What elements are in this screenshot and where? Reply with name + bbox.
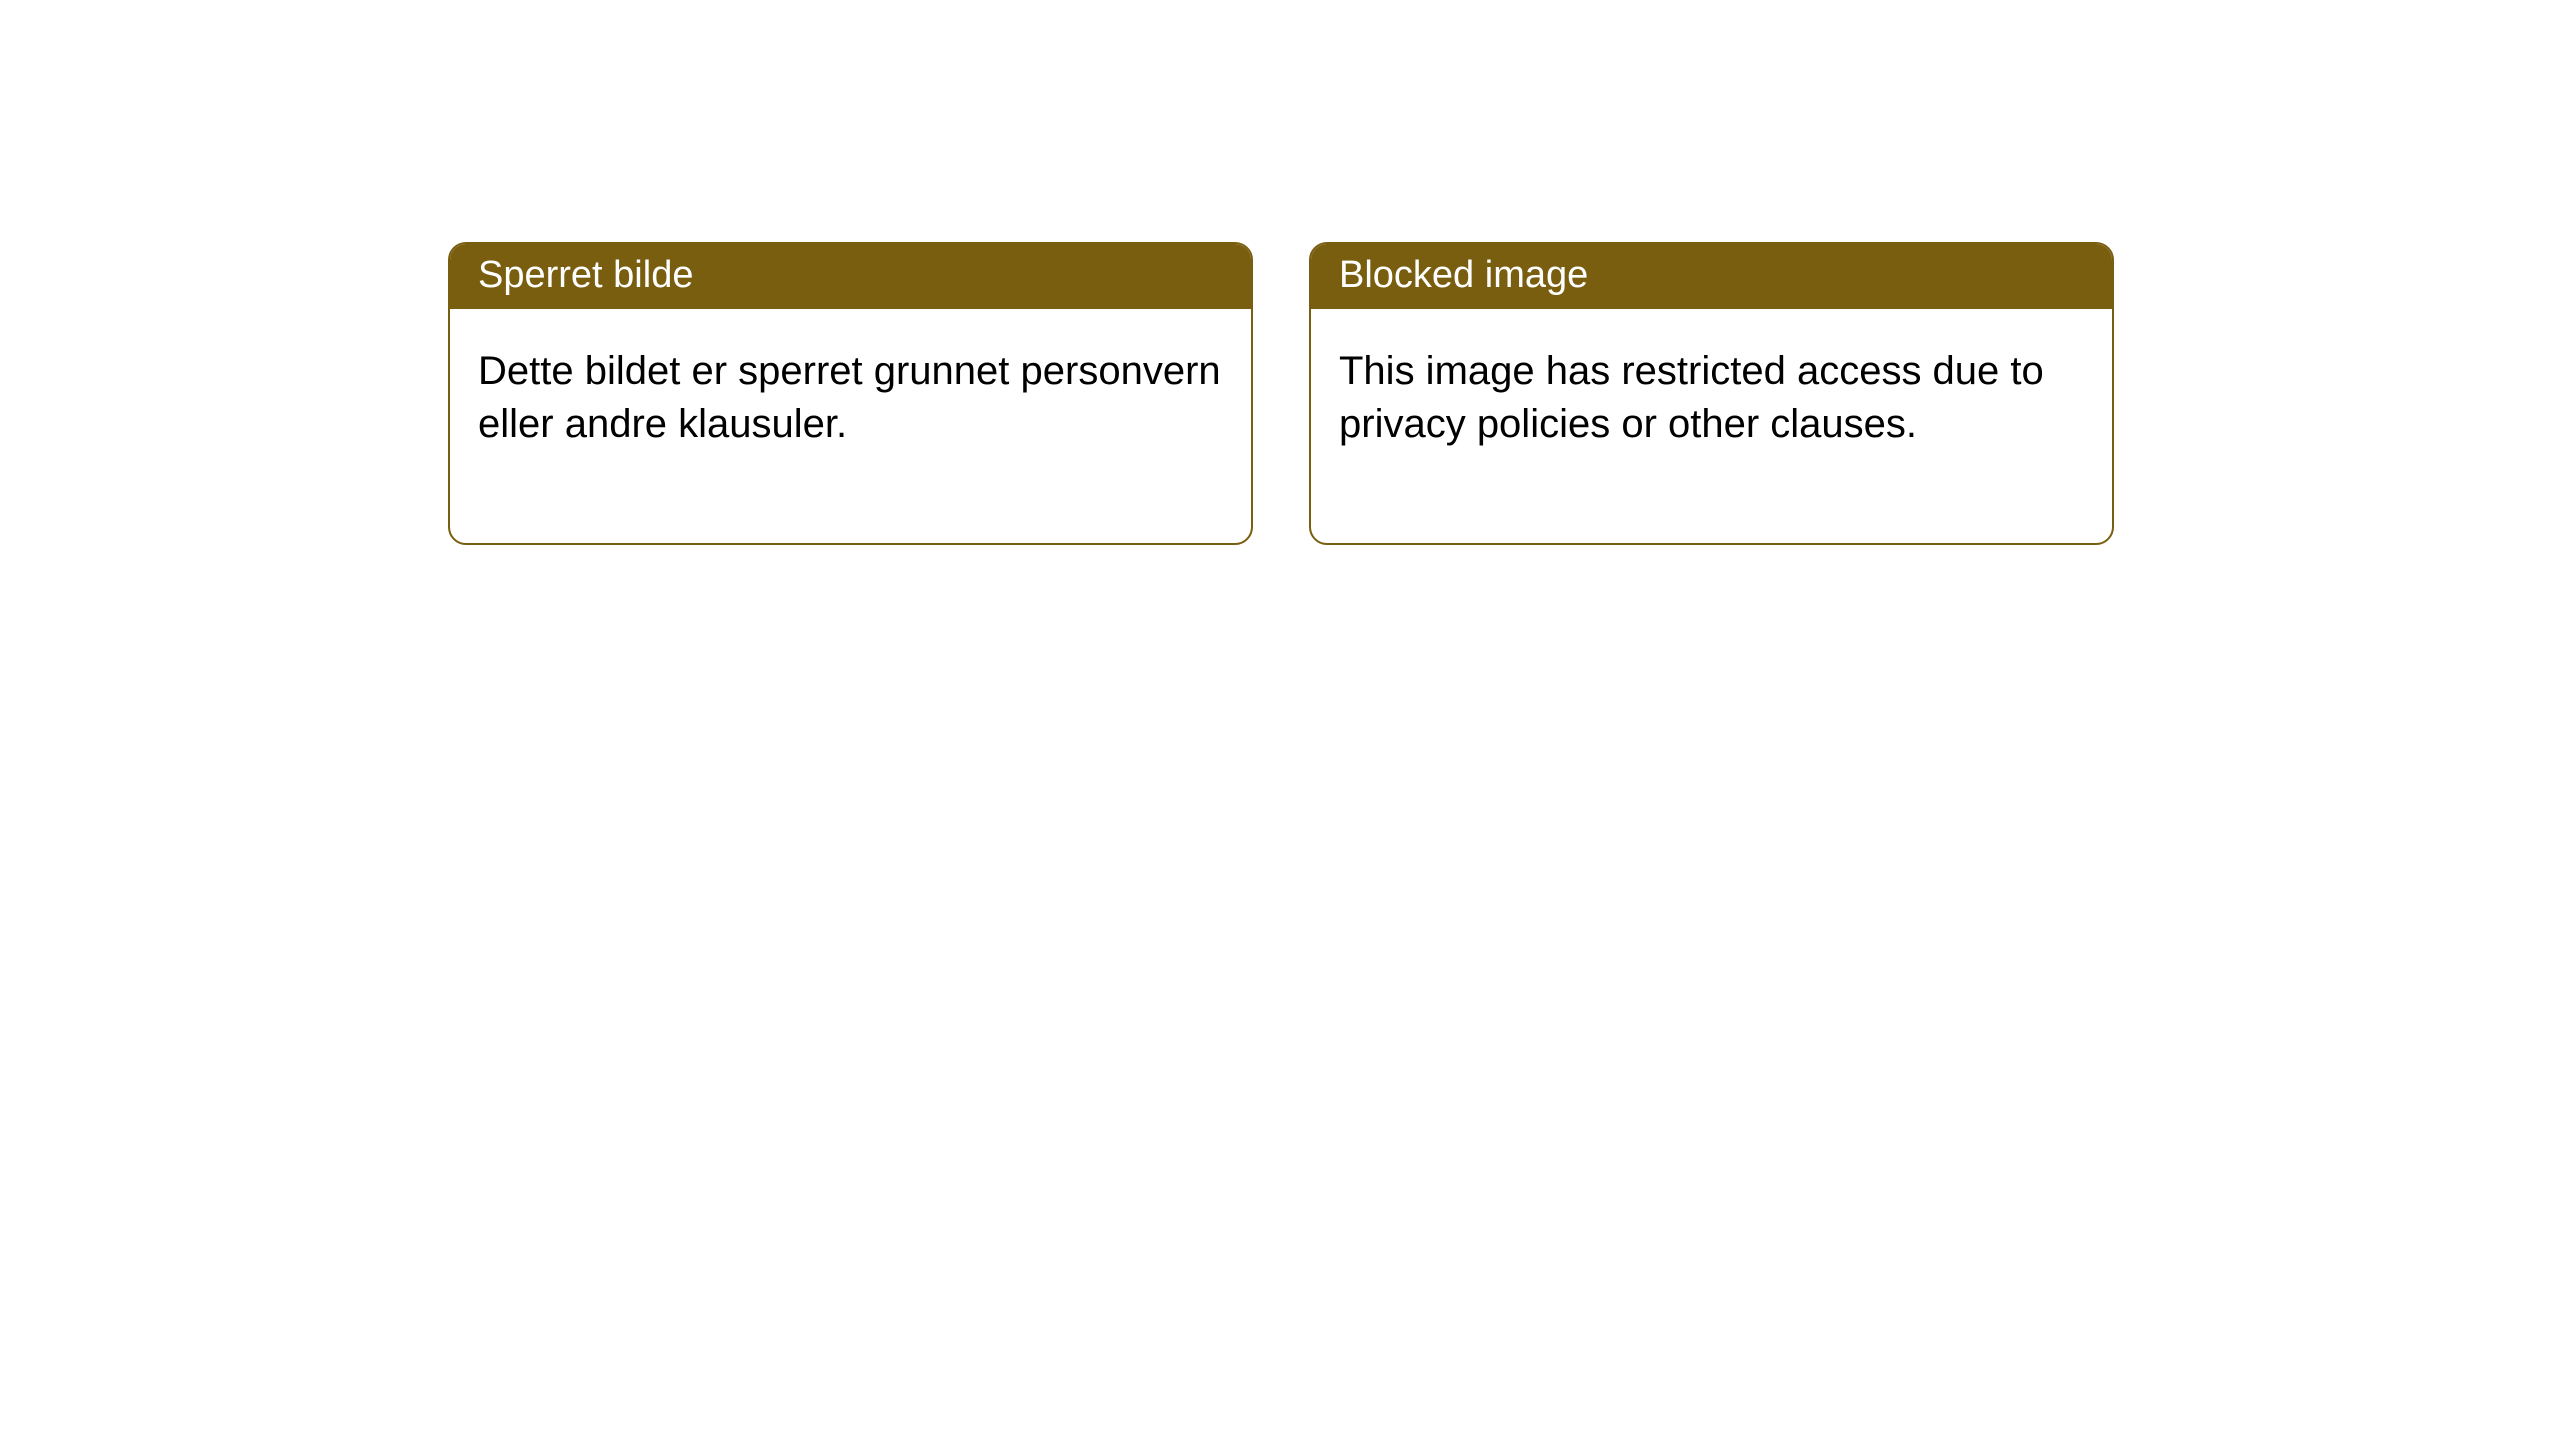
notice-card-english: Blocked image This image has restricted …: [1309, 242, 2114, 545]
notice-card-title-english: Blocked image: [1311, 244, 2112, 309]
notice-card-body-english: This image has restricted access due to …: [1311, 309, 2112, 543]
notice-card-norwegian: Sperret bilde Dette bildet er sperret gr…: [448, 242, 1253, 545]
notice-card-body-norwegian: Dette bildet er sperret grunnet personve…: [450, 309, 1251, 543]
notice-card-title-norwegian: Sperret bilde: [450, 244, 1251, 309]
notice-container: Sperret bilde Dette bildet er sperret gr…: [0, 0, 2560, 545]
